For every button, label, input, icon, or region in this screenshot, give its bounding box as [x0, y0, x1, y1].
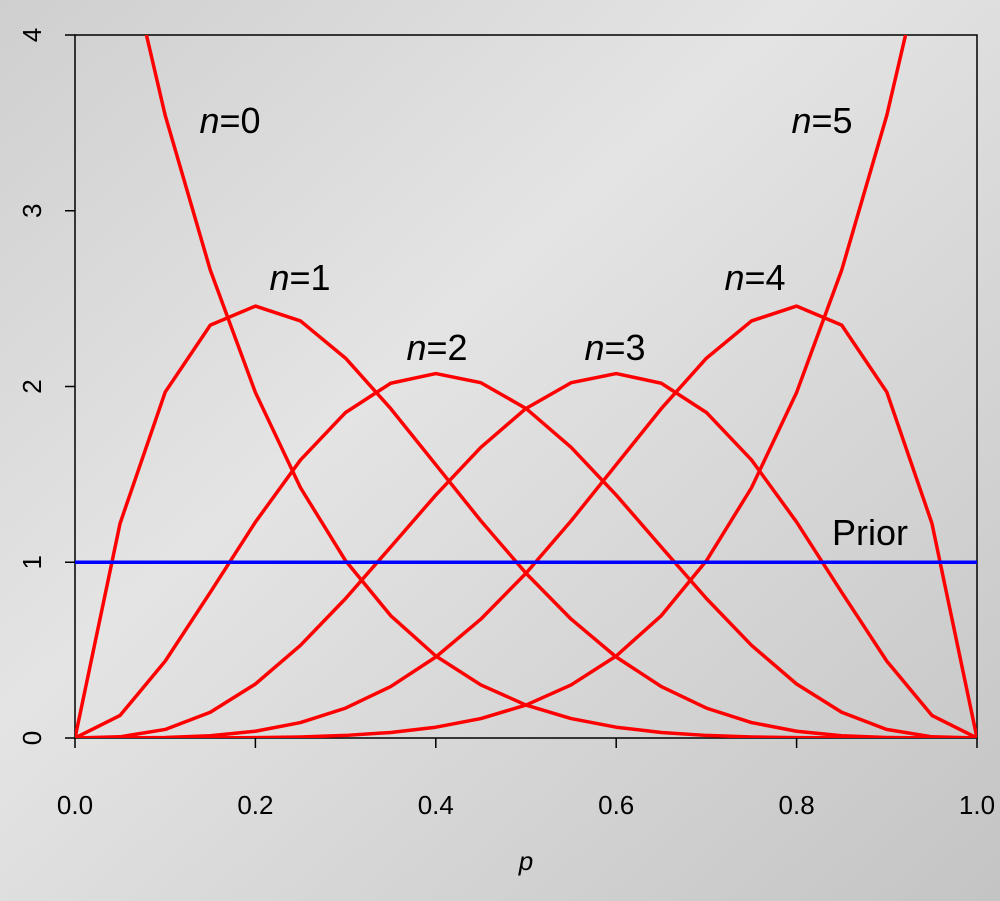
annotation-text: =1 — [289, 257, 330, 298]
annotation-text: =2 — [426, 327, 467, 368]
annotation: n=1 — [269, 257, 330, 298]
annotation-variable: n — [584, 327, 604, 368]
y-tick-label: 0 — [17, 731, 47, 745]
data-line — [75, 35, 908, 738]
x-axis-label: p — [518, 846, 533, 876]
annotation-text: =4 — [744, 257, 785, 298]
annotation-text: Prior — [832, 512, 908, 553]
x-tick-label: 0.0 — [57, 790, 93, 820]
annotation-text: =5 — [811, 100, 852, 141]
y-tick-label: 4 — [17, 28, 47, 42]
annotation-variable: n — [724, 257, 744, 298]
annotation: n=4 — [724, 257, 785, 298]
x-tick-label: 0.6 — [598, 790, 634, 820]
annotation-variable: n — [406, 327, 426, 368]
x-tick-label: 0.2 — [237, 790, 273, 820]
x-tick-label: 0.4 — [418, 790, 454, 820]
y-tick-label: 1 — [17, 555, 47, 569]
y-tick-label: 2 — [17, 379, 47, 393]
annotation: n=2 — [406, 327, 467, 368]
annotation-variable: n — [199, 100, 219, 141]
annotation: n=0 — [199, 100, 260, 141]
annotation: n=5 — [791, 100, 852, 141]
annotation-variable: n — [791, 100, 811, 141]
plot-area — [75, 35, 977, 738]
data-line — [75, 371, 977, 738]
y-tick-label: 3 — [17, 204, 47, 218]
annotation: Prior — [832, 512, 908, 553]
data-line — [75, 304, 977, 738]
x-tick-label: 0.8 — [779, 790, 815, 820]
annotation: n=3 — [584, 327, 645, 368]
annotation-text: =3 — [604, 327, 645, 368]
annotation-text: =0 — [219, 100, 260, 141]
annotation-variable: n — [269, 257, 289, 298]
x-tick-label: 1.0 — [959, 790, 995, 820]
